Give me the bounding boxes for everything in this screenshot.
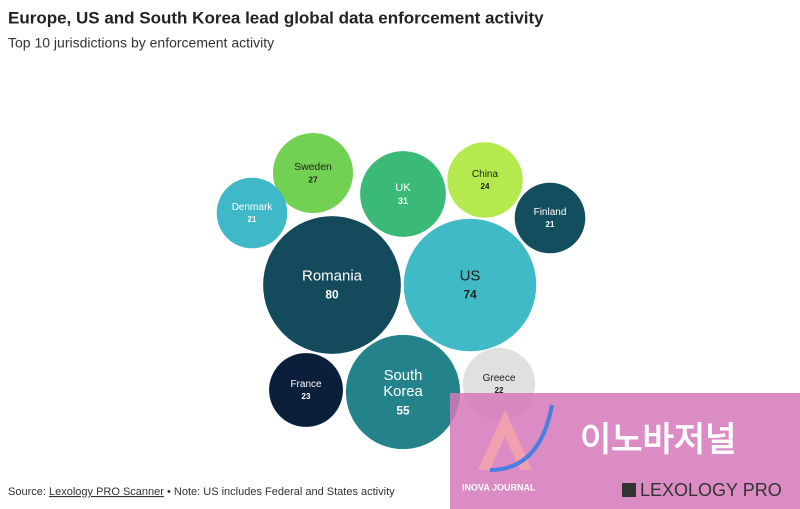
bubble-label: Denmark <box>232 202 274 213</box>
chart-subtitle: Top 10 jurisdictions by enforcement acti… <box>8 35 274 51</box>
bubble-value: 23 <box>302 392 311 401</box>
bubble-value: 27 <box>308 174 318 184</box>
watermark: INOVA JOURNAL 이노바저널 LEXOLOGY PRO <box>450 393 800 509</box>
bubble-label: France <box>290 379 322 390</box>
bubble-label: Finland <box>534 207 567 218</box>
bubble <box>403 218 537 352</box>
bubble <box>360 151 446 237</box>
bubble <box>269 353 343 427</box>
watermark-lexology: LEXOLOGY PRO <box>640 480 782 500</box>
bubble <box>216 177 288 249</box>
bubble <box>514 182 586 254</box>
bubble <box>447 142 523 218</box>
source-prefix: Source: <box>8 486 46 498</box>
bubble-label: Romania <box>302 268 363 285</box>
watermark-swoosh <box>489 404 554 472</box>
note: • Note: US includes Federal and States a… <box>167 486 395 498</box>
bubble <box>272 132 354 214</box>
bubble-value: 74 <box>463 288 477 302</box>
bubble-value: 21 <box>546 220 555 229</box>
bubble <box>263 216 401 354</box>
chart-title: Europe, US and South Korea lead global d… <box>8 8 544 27</box>
watermark-korean: 이노바저널 <box>580 421 736 459</box>
source-link[interactable]: Lexology PRO Scanner <box>49 486 164 498</box>
watermark-logo <box>478 410 532 470</box>
bubble-value: 21 <box>248 215 257 224</box>
bubble-value: 55 <box>396 403 410 417</box>
bubble-label: Sweden <box>294 162 332 173</box>
bubble-label: UK <box>395 182 411 194</box>
source: Source: Lexology PRO Scanner • Note: US … <box>8 486 395 498</box>
watermark-icon <box>622 483 636 497</box>
bubble-value: 22 <box>495 386 504 395</box>
bubble-value: 80 <box>325 288 339 302</box>
bubble-label: US <box>460 268 481 285</box>
bubble-label: Greece <box>483 373 516 384</box>
bubble-label: South Korea <box>383 368 423 400</box>
watermark-brand: INOVA JOURNAL <box>462 482 536 492</box>
bubble-value: 24 <box>481 182 490 191</box>
bubble-label: China <box>472 169 499 180</box>
bubble-value: 31 <box>398 196 408 206</box>
bubble <box>345 334 461 450</box>
